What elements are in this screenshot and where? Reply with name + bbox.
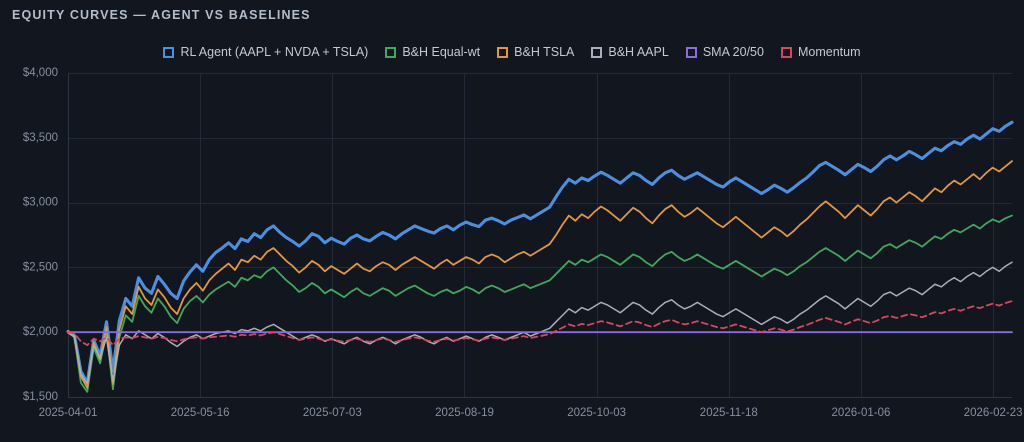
legend-item-6[interactable]: Momentum <box>780 45 861 59</box>
legend-item-4[interactable]: B&H AAPL <box>591 45 669 59</box>
legend-swatch-icon <box>591 46 603 58</box>
x-axis-tick-label: 2025-11-18 <box>700 407 758 419</box>
y-axis-tick-label: $1,500 <box>23 391 58 403</box>
page-title: EQUITY CURVES — AGENT VS BASELINES <box>12 8 311 22</box>
legend-item-label: B&H Equal-wt <box>402 45 481 59</box>
y-axis-tick-label: $3,000 <box>23 197 58 209</box>
y-axis-tick-label: $3,500 <box>23 132 58 144</box>
legend-item-3[interactable]: B&H TSLA <box>497 46 574 59</box>
legend-item-label: B&H TSLA <box>514 45 575 59</box>
x-axis-tick-label: 2025-10-03 <box>567 407 626 419</box>
legend-swatch-icon <box>163 46 175 58</box>
series-line-b-h-equal-wt <box>67 214 1013 393</box>
x-axis-tick-label: 2026-02-23 <box>964 407 1023 419</box>
legend-swatch-icon <box>385 46 397 58</box>
legend-item-1[interactable]: RL Agent (AAPL + NVDA + TSLA) <box>163 46 368 59</box>
legend-item-label: B&H AAPL <box>608 45 669 59</box>
series-line-b-h-tsla <box>67 160 1013 389</box>
y-axis-tick-label: $2,000 <box>23 326 58 338</box>
x-axis-tick-label: 2025-07-03 <box>303 407 362 419</box>
legend-item-label: SMA 20/50 <box>702 45 764 59</box>
legend-item-2[interactable]: B&H Equal-wt <box>385 46 480 59</box>
y-axis-tick-label: $2,500 <box>23 261 58 273</box>
legend-item-label: Momentum <box>797 45 861 59</box>
x-axis-tick-label: 2025-04-01 <box>39 407 98 419</box>
chart-legend: RL Agent (AAPL + NVDA + TSLA) B&H Equal-w… <box>0 46 1024 59</box>
series-line-momentum <box>67 300 1013 347</box>
y-axis-tick-label: $4,000 <box>23 67 58 79</box>
legend-swatch-icon <box>685 46 697 58</box>
legend-swatch-icon <box>780 46 792 58</box>
legend-item-label: RL Agent (AAPL + NVDA + TSLA) <box>180 45 369 59</box>
series-line-rl-agent-aapl-nvda-tsla <box>66 120 1014 385</box>
legend-swatch-icon <box>497 46 509 58</box>
legend-item-5[interactable]: SMA 20/50 <box>685 45 764 59</box>
x-axis-tick-label: 2026-01-06 <box>832 407 891 419</box>
x-axis-tick-label: 2025-05-16 <box>171 407 230 419</box>
x-axis-tick-label: 2025-08-19 <box>435 407 494 419</box>
